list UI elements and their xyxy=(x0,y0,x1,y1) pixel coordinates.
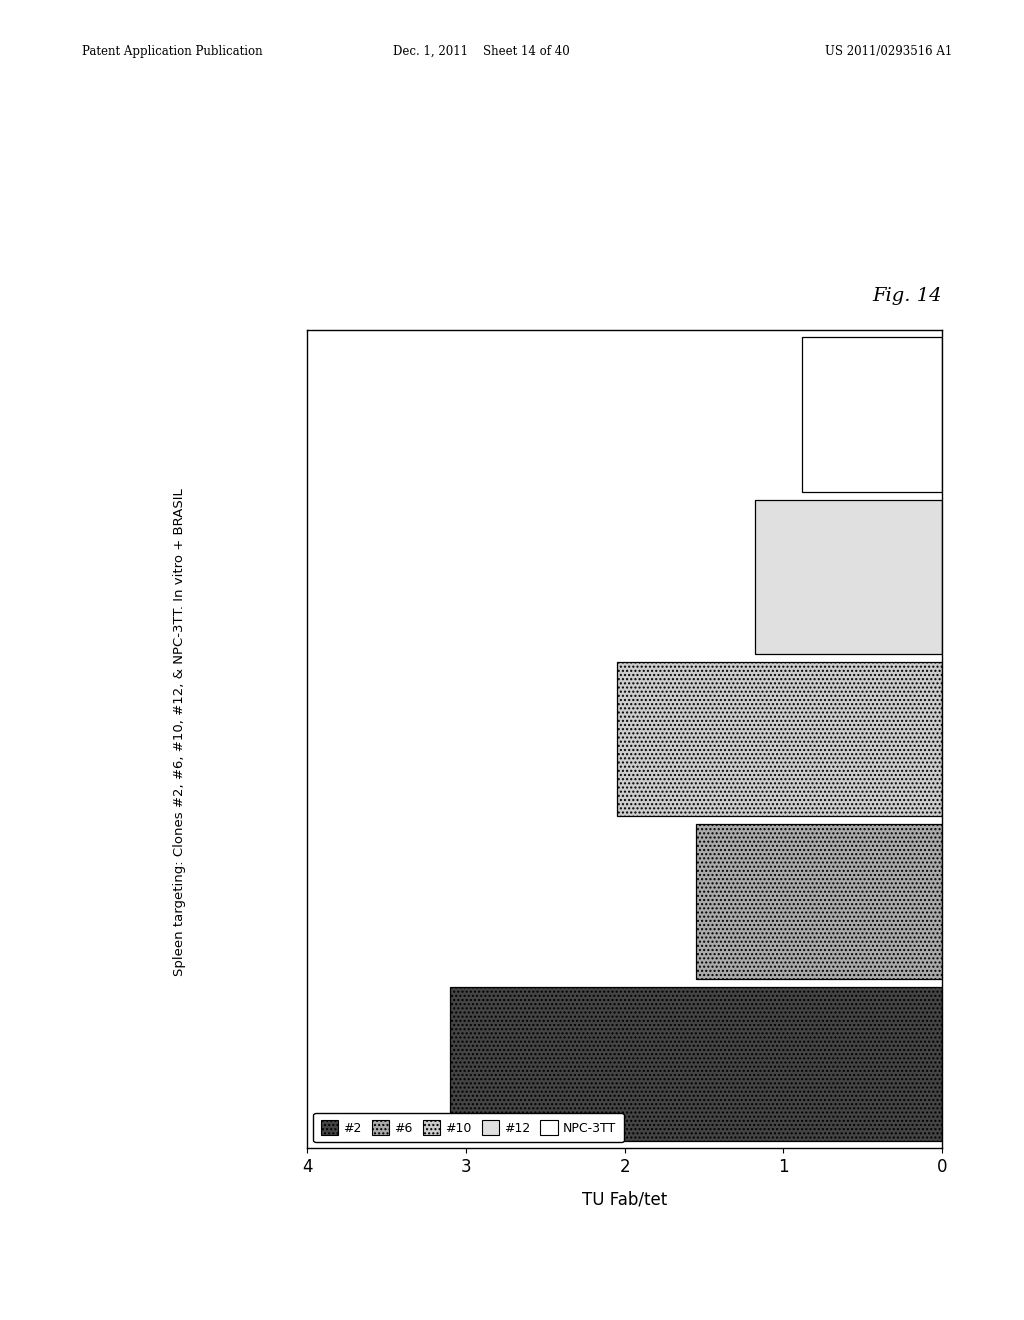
Text: Dec. 1, 2011    Sheet 14 of 40: Dec. 1, 2011 Sheet 14 of 40 xyxy=(393,45,569,58)
Bar xyxy=(696,825,942,978)
Bar xyxy=(451,987,942,1140)
Bar xyxy=(803,338,942,491)
Bar xyxy=(755,500,942,653)
X-axis label: TU Fab/tet: TU Fab/tet xyxy=(582,1191,668,1208)
Text: Fig. 14: Fig. 14 xyxy=(872,288,942,305)
Text: Spleen targeting: Clones #2, #6, #10, #12, & NPC-3TT. In vitro + BRASIL: Spleen targeting: Clones #2, #6, #10, #1… xyxy=(173,488,185,977)
Legend: #2, #6, #10, #12, NPC-3TT: #2, #6, #10, #12, NPC-3TT xyxy=(313,1113,624,1142)
Text: Patent Application Publication: Patent Application Publication xyxy=(82,45,262,58)
Bar xyxy=(616,663,942,816)
Text: US 2011/0293516 A1: US 2011/0293516 A1 xyxy=(825,45,952,58)
